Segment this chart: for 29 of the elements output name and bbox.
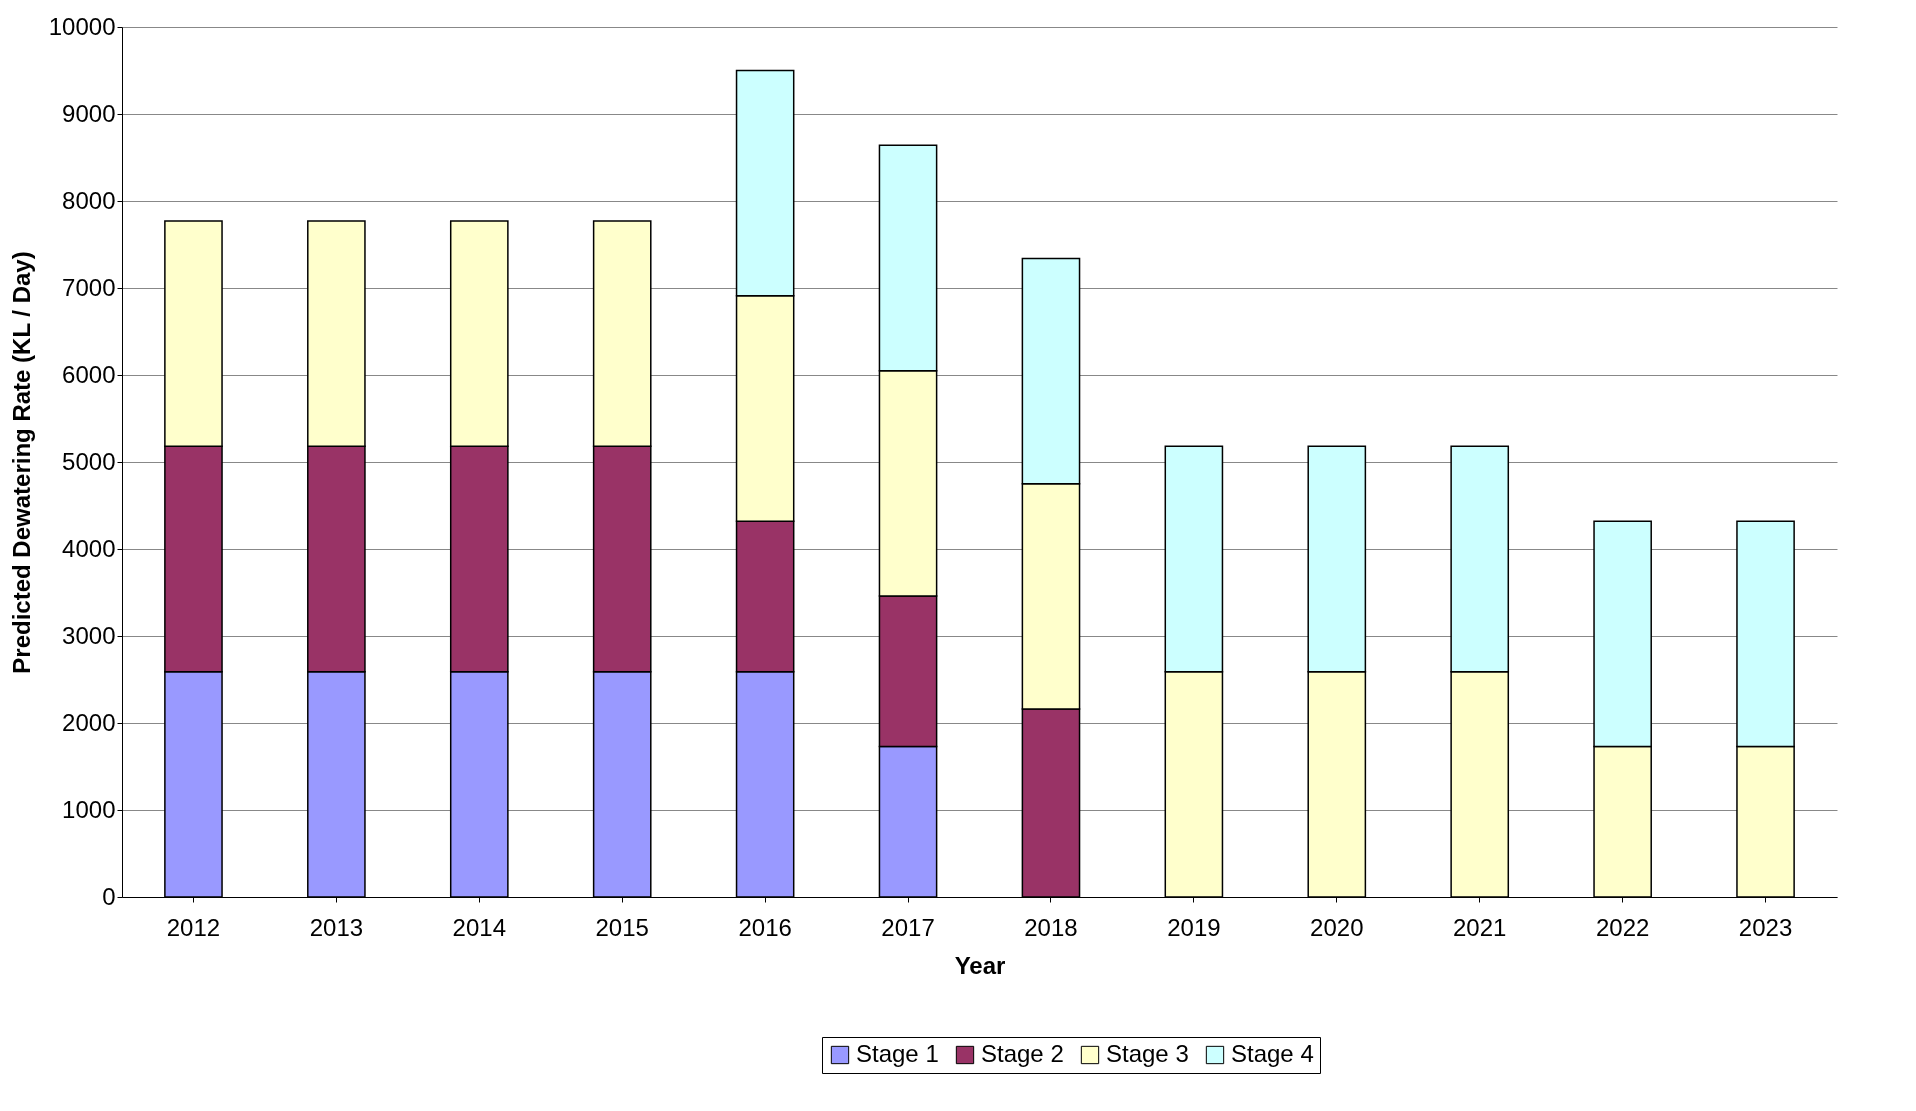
legend-label: Stage 3 xyxy=(1106,1040,1189,1067)
x-tick-label: 2021 xyxy=(1453,913,1507,941)
x-tick-label: 2018 xyxy=(1024,913,1078,941)
legend-label: Stage 2 xyxy=(981,1040,1064,1067)
x-tick-label: 2015 xyxy=(595,913,649,941)
y-tick-label: 8000 xyxy=(62,186,116,214)
y-tick-label: 1000 xyxy=(62,795,116,823)
y-axis-title: Predicted Dewatering Rate (KL / Day) xyxy=(7,251,35,674)
x-tick-label: 2014 xyxy=(452,913,506,941)
y-tick-label: 2000 xyxy=(62,708,116,736)
legend-label: Stage 4 xyxy=(1231,1040,1314,1067)
x-tick-label: 2016 xyxy=(738,913,792,941)
y-tick-label: 0 xyxy=(102,882,116,910)
y-tick-label: 6000 xyxy=(62,360,116,388)
x-tick-label: 2022 xyxy=(1595,913,1650,941)
x-tick-label: 2012 xyxy=(166,913,221,941)
x-axis-title: Year xyxy=(954,951,1006,979)
x-tick-label: 2020 xyxy=(1310,913,1364,941)
y-tick-label: 4000 xyxy=(62,534,116,562)
legend-label: Stage 1 xyxy=(856,1040,939,1067)
y-tick-label: 3000 xyxy=(62,621,116,649)
y-tick-label: 7000 xyxy=(62,273,116,301)
y-tick-label: 10000 xyxy=(48,12,116,40)
x-tick-label: 2019 xyxy=(1167,913,1221,941)
y-tick-label: 9000 xyxy=(62,99,116,127)
x-tick-label: 2023 xyxy=(1738,913,1793,941)
x-tick-label: 2013 xyxy=(309,913,364,941)
x-tick-label: 2017 xyxy=(881,913,935,941)
y-tick-label: 5000 xyxy=(62,447,116,475)
